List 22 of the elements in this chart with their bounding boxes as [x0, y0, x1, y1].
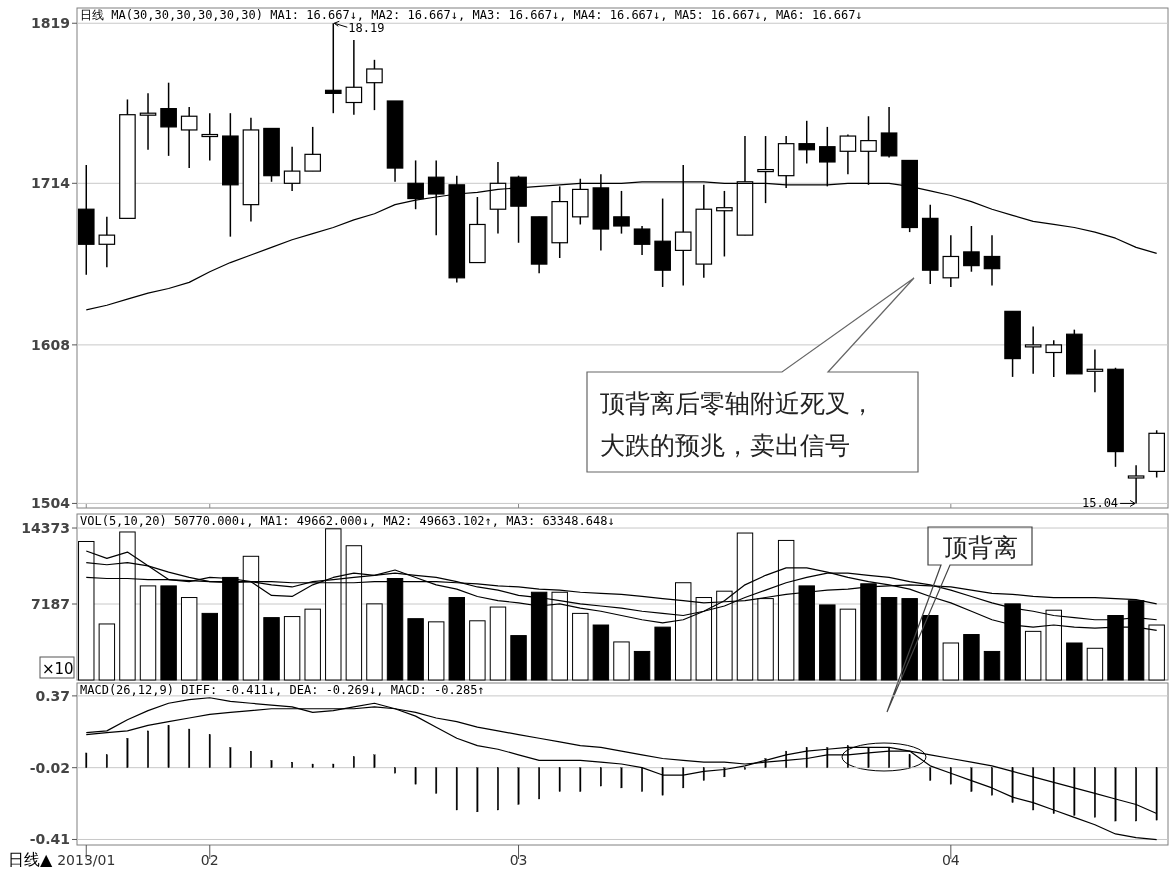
- text: 日线▲: [8, 850, 53, 869]
- y-tick-label: 1608: [31, 336, 70, 353]
- y-tick-label: -0.02: [29, 759, 70, 776]
- y-tick-label: 14373: [21, 520, 70, 537]
- x-tick-label: 03: [509, 852, 528, 868]
- y-tick-label: 1714: [31, 175, 71, 192]
- y-tick-label: 7187: [31, 596, 70, 613]
- chart-title: 日线 MA(30,30,30,30,30,30) MA1: 16.667↓, MA2: 16.667↓, MA3: 16.667↓, MA4: 16.667↓, MA5: 16.667↓, MA6: 16.667↓: [80, 8, 863, 22]
- annotation: 顶背离后零轴附近死叉，大跌的预兆，卖出信号: [600, 389, 875, 460]
- chart-title: MACD(26,12,9) DIFF: -0.411↓, DEA: -0.269↓, MACD: -0.285↑: [80, 683, 485, 697]
- y-tick-label: 1819: [31, 15, 70, 32]
- annotation: 顶背离: [942, 533, 1018, 562]
- chart-title: VOL(5,10,20) 50770.000↓, MA1: 49662.000↓, MA2: 49663.102↑, MA3: 63348.648↓: [80, 514, 615, 528]
- x-tick-label: 2013/01: [57, 852, 116, 868]
- text: ×10: [42, 660, 74, 678]
- annotation: 18.19: [348, 21, 385, 36]
- annotation: 15.04: [1081, 496, 1119, 511]
- y-tick-label: -0.41: [29, 831, 70, 848]
- x-tick-label: 02: [200, 852, 219, 868]
- y-tick-label: 1504: [31, 495, 71, 512]
- y-tick-label: 0.37: [35, 687, 70, 704]
- x-tick-label: 04: [941, 852, 960, 868]
